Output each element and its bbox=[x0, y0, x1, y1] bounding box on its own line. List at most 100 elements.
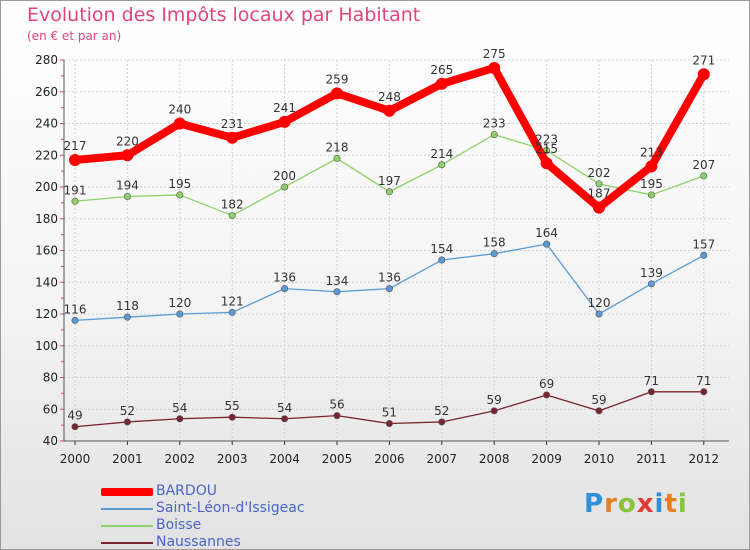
data-label: 275 bbox=[483, 47, 506, 61]
data-point bbox=[385, 420, 393, 428]
logo-letter: r bbox=[604, 489, 618, 519]
data-label: 51 bbox=[382, 406, 397, 420]
data-point bbox=[123, 193, 131, 201]
legend-swatch-naussannes bbox=[101, 542, 153, 544]
data-label: 191 bbox=[64, 183, 87, 197]
data-label: 202 bbox=[588, 166, 611, 180]
data-label: 71 bbox=[644, 374, 659, 388]
legend-label-bardou: BARDOU bbox=[156, 483, 217, 499]
y-tick-label: 280 bbox=[35, 53, 58, 67]
data-point bbox=[281, 183, 289, 191]
data-point bbox=[645, 160, 658, 173]
data-label: 241 bbox=[273, 101, 296, 115]
data-label: 136 bbox=[378, 271, 401, 285]
chart-subtitle: (en € et par an) bbox=[27, 29, 122, 43]
x-tick-label: 2004 bbox=[269, 452, 300, 466]
data-label: 49 bbox=[67, 409, 82, 423]
data-label: 71 bbox=[696, 374, 711, 388]
data-point bbox=[176, 310, 184, 318]
legend-swatch-boisse bbox=[101, 525, 153, 527]
data-point bbox=[435, 77, 448, 90]
data-label: 139 bbox=[640, 266, 663, 280]
data-point bbox=[333, 412, 341, 420]
data-label: 55 bbox=[225, 399, 240, 413]
data-point bbox=[438, 161, 446, 169]
y-tick-label: 220 bbox=[35, 148, 58, 162]
x-tick-label: 2009 bbox=[531, 452, 562, 466]
data-point bbox=[385, 188, 393, 196]
data-label: 248 bbox=[378, 90, 401, 104]
data-point bbox=[281, 285, 289, 293]
data-label: 54 bbox=[172, 401, 187, 415]
data-point bbox=[333, 288, 341, 296]
data-point bbox=[438, 256, 446, 264]
legend-label-boisse: Boisse bbox=[156, 517, 202, 533]
x-tick-label: 2008 bbox=[479, 452, 510, 466]
data-label: 182 bbox=[221, 198, 244, 212]
legend-swatch-bardou bbox=[101, 488, 153, 496]
data-label: 215 bbox=[535, 142, 558, 156]
y-tick-label: 60 bbox=[43, 402, 58, 416]
data-label: 59 bbox=[487, 393, 502, 407]
data-point bbox=[488, 61, 501, 74]
legend-swatch-saint-leon bbox=[101, 508, 153, 510]
data-point bbox=[490, 250, 498, 258]
data-point bbox=[228, 308, 236, 316]
data-point bbox=[173, 117, 186, 130]
data-label: 223 bbox=[535, 132, 558, 146]
data-point bbox=[333, 154, 341, 162]
data-point bbox=[71, 316, 79, 324]
data-label: 134 bbox=[326, 274, 349, 288]
series-layer bbox=[69, 61, 710, 431]
legend-label-saint-leon: Saint-Léon-d'Issigeac bbox=[156, 500, 305, 516]
x-tick-label: 2003 bbox=[217, 452, 248, 466]
data-label: 240 bbox=[168, 103, 191, 117]
data-label: 194 bbox=[116, 179, 139, 193]
logo-letter: o bbox=[617, 489, 637, 519]
data-label: 69 bbox=[539, 377, 554, 391]
data-point bbox=[176, 191, 184, 199]
data-point bbox=[543, 240, 551, 248]
data-point bbox=[700, 388, 708, 396]
logo-letter: x bbox=[636, 489, 655, 519]
data-label: 120 bbox=[588, 296, 611, 310]
x-tick-label: 2011 bbox=[636, 452, 667, 466]
data-point bbox=[647, 388, 655, 396]
data-label: 200 bbox=[273, 169, 296, 183]
data-point bbox=[438, 418, 446, 426]
data-label: 265 bbox=[430, 63, 453, 77]
data-label: 218 bbox=[326, 140, 349, 154]
data-label: 217 bbox=[64, 139, 87, 153]
y-tick-label: 200 bbox=[35, 180, 58, 194]
x-tick-label: 2010 bbox=[584, 452, 615, 466]
data-point bbox=[595, 407, 603, 415]
data-label: 187 bbox=[588, 187, 611, 201]
legend-label-naussannes: Naussannes bbox=[156, 534, 241, 550]
data-point bbox=[281, 415, 289, 423]
x-tick-label: 2005 bbox=[322, 452, 353, 466]
data-point bbox=[700, 251, 708, 259]
y-tick-label: 180 bbox=[35, 212, 58, 226]
data-label: 52 bbox=[434, 404, 449, 418]
logo-letter: t bbox=[664, 489, 678, 519]
data-label: 195 bbox=[640, 177, 663, 191]
data-point bbox=[331, 87, 343, 100]
data-point bbox=[543, 391, 551, 399]
data-point bbox=[647, 191, 655, 199]
y-tick-label: 80 bbox=[43, 371, 58, 385]
data-label: 52 bbox=[120, 404, 135, 418]
data-point bbox=[228, 212, 236, 220]
y-tick-label: 40 bbox=[43, 434, 58, 448]
data-point bbox=[647, 280, 655, 288]
data-label: 164 bbox=[535, 226, 558, 240]
data-label: 54 bbox=[277, 401, 292, 415]
axes: 40 60 80 100 120 140 160 180 200 220 240 260 280 2000… bbox=[35, 53, 729, 466]
series-3 bbox=[71, 388, 708, 431]
data-label: 157 bbox=[692, 237, 715, 251]
x-tick-label: 2006 bbox=[374, 452, 405, 466]
data-labels: 217 220 240 231 241 259 248 265 275 215 187 213 271 1… bbox=[64, 47, 716, 423]
logo-letter: P bbox=[584, 489, 605, 519]
data-point bbox=[490, 407, 498, 415]
y-tick-label: 100 bbox=[35, 339, 58, 353]
